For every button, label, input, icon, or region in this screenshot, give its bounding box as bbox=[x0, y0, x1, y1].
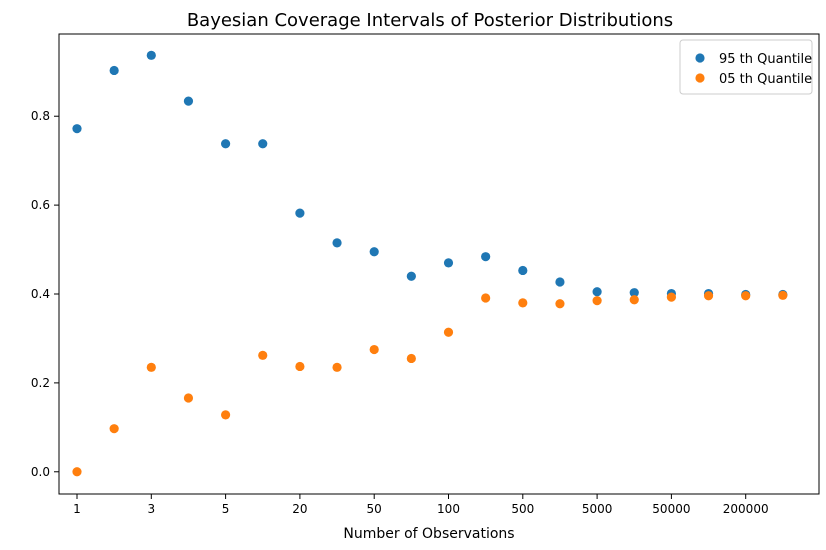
x-tick-label: 50000 bbox=[652, 502, 690, 516]
y-tick-label: 0.4 bbox=[31, 287, 50, 301]
data-point bbox=[406, 353, 416, 364]
data-point bbox=[555, 277, 565, 287]
x-tick-label: 20 bbox=[292, 502, 307, 516]
x-tick-label: 200000 bbox=[723, 502, 769, 516]
chart-title: Bayesian Coverage Intervals of Posterior… bbox=[187, 10, 673, 31]
x-tick-label: 100 bbox=[437, 502, 460, 516]
data-point bbox=[369, 247, 379, 257]
x-tick-label: 5000 bbox=[582, 502, 613, 516]
plot-frame bbox=[58, 33, 820, 495]
data-point bbox=[443, 327, 454, 337]
data-point bbox=[369, 344, 379, 355]
y-tick-label: 0.2 bbox=[31, 376, 50, 390]
data-point bbox=[703, 291, 714, 301]
data-point bbox=[221, 139, 231, 149]
data-point bbox=[332, 362, 342, 372]
x-tick-label: 3 bbox=[147, 502, 155, 516]
data-point bbox=[72, 124, 82, 134]
chart-axes: 1 3 5 20 50 100 500 5000 50000 200000 0.0 0.2 0.4 0.6… bbox=[31, 109, 769, 516]
data-point bbox=[109, 424, 119, 434]
x-tick-label: 50 bbox=[367, 502, 382, 516]
data-point bbox=[592, 296, 602, 306]
chart-marks bbox=[72, 50, 788, 477]
data-point bbox=[481, 293, 491, 303]
series-q95 bbox=[72, 50, 788, 300]
data-point bbox=[518, 265, 528, 276]
x-tick-label: 1 bbox=[73, 502, 81, 516]
x-axis-label: Number of Observations bbox=[343, 526, 514, 542]
x-tick-label: 5 bbox=[222, 502, 230, 516]
data-point bbox=[332, 238, 342, 248]
data-point bbox=[629, 295, 639, 305]
data-point bbox=[146, 50, 156, 60]
series-q05 bbox=[72, 290, 788, 477]
x-tick-label: 500 bbox=[511, 502, 534, 516]
data-point bbox=[72, 467, 82, 477]
data-point bbox=[146, 362, 156, 372]
data-point bbox=[221, 410, 231, 420]
data-point bbox=[295, 361, 305, 372]
data-point bbox=[258, 139, 268, 149]
data-point bbox=[183, 393, 194, 403]
legend-box bbox=[679, 39, 813, 95]
y-tick-label: 0.6 bbox=[31, 198, 50, 212]
legend-label: 95 th Quantile bbox=[719, 52, 812, 67]
data-point bbox=[481, 252, 491, 262]
y-tick-label: 0.8 bbox=[31, 109, 50, 123]
data-point bbox=[741, 291, 751, 301]
data-point bbox=[629, 288, 639, 298]
data-point bbox=[666, 292, 677, 302]
legend: 95 th Quantile 05 th Quantile bbox=[679, 39, 813, 95]
data-point bbox=[258, 350, 268, 360]
data-point bbox=[295, 208, 305, 218]
legend-marker bbox=[695, 73, 705, 83]
data-point bbox=[443, 258, 454, 268]
legend-marker bbox=[695, 53, 705, 63]
data-point bbox=[592, 287, 602, 297]
y-tick-label: 0.0 bbox=[31, 465, 50, 479]
legend-label: 05 th Quantile bbox=[719, 72, 812, 87]
data-point bbox=[778, 290, 788, 300]
data-point bbox=[406, 271, 416, 281]
data-point bbox=[109, 65, 119, 76]
data-point bbox=[555, 299, 565, 309]
data-point bbox=[518, 298, 528, 308]
data-point bbox=[183, 96, 194, 106]
